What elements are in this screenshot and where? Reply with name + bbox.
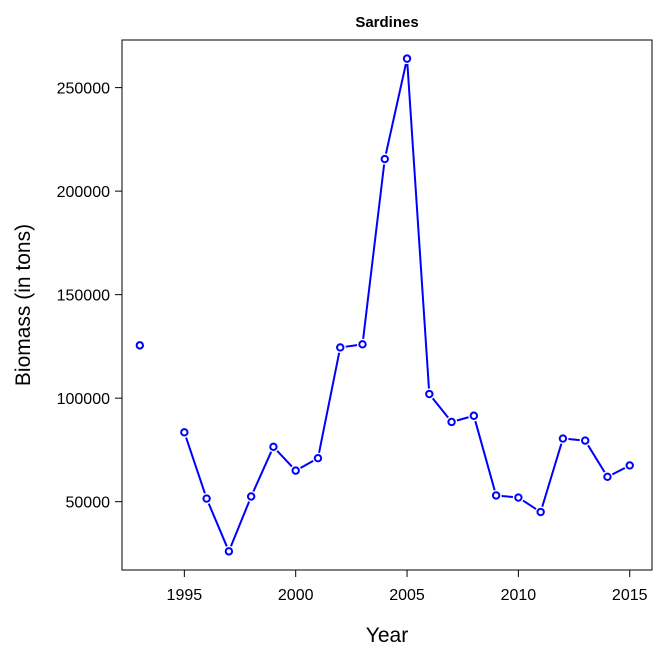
data-point: [603, 472, 612, 482]
series-line-segment: [587, 444, 606, 473]
y-tick-label: 100000: [57, 391, 110, 408]
series-line-segment: [568, 438, 580, 442]
series-line-segment: [276, 450, 293, 468]
x-tick-label: 2010: [501, 587, 537, 604]
data-point: [269, 442, 278, 452]
data-point: [224, 547, 234, 556]
y-tick-label: 150000: [57, 288, 110, 305]
x-tick-label: 2005: [389, 587, 425, 604]
y-tick-label: 250000: [57, 81, 110, 98]
series-line-segment: [501, 494, 514, 499]
series-line-segment: [384, 63, 407, 154]
data-point: [380, 154, 389, 164]
series-line-segment: [207, 503, 228, 547]
x-tick-label: 1995: [167, 587, 203, 604]
x-axis-label: Year: [366, 624, 408, 647]
data-point: [135, 341, 145, 350]
x-axis: 1995 2000 2005 2010 2015: [167, 570, 648, 604]
series-line-segment: [522, 499, 537, 510]
series-line-segment: [300, 460, 314, 469]
data-point: [558, 434, 568, 443]
x-tick-label: 2015: [612, 587, 648, 604]
series-line-segment: [456, 416, 469, 422]
series-line-segment: [611, 467, 626, 476]
y-axis: 50000 100000 150000 200000 250000: [57, 81, 122, 512]
data-point: [291, 466, 300, 475]
series-line-segment: [541, 443, 563, 508]
data-point: [625, 461, 634, 470]
data-point: [514, 493, 523, 502]
data-point: [358, 340, 367, 349]
data-point: [469, 411, 479, 420]
chart-title: Sardines: [355, 14, 418, 31]
data-point: [313, 454, 323, 463]
series-line-segment: [474, 420, 496, 491]
data-point: [425, 389, 434, 399]
y-tick-label: 50000: [66, 495, 111, 512]
y-tick-label: 200000: [57, 184, 110, 201]
data-point: [336, 343, 345, 352]
series-line-segment: [318, 352, 341, 454]
x-tick-label: 2000: [278, 587, 314, 604]
series-line-segment: [252, 451, 273, 492]
series-line-segment: [431, 397, 449, 419]
data-point: [536, 507, 545, 517]
series-line-segment: [230, 501, 251, 547]
series-line-segment: [185, 437, 206, 494]
series-line-segment: [345, 344, 358, 348]
data-series: [135, 54, 634, 556]
data-point: [246, 492, 256, 501]
data-point: [491, 491, 501, 500]
data-point: [180, 428, 189, 437]
data-point: [580, 436, 590, 445]
data-point: [402, 54, 412, 63]
plot-frame: [121, 39, 653, 571]
data-point: [447, 417, 456, 427]
series-line-segment: [362, 164, 386, 339]
series-line-segment: [406, 64, 430, 389]
data-point: [202, 494, 211, 503]
y-axis-label: Biomass (in tons): [12, 224, 35, 386]
